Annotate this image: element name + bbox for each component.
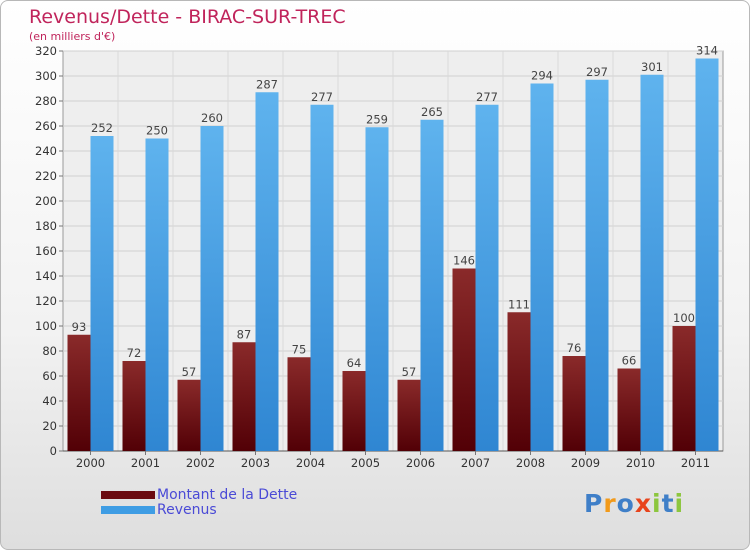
data-label-revenus: 301 — [641, 60, 663, 74]
x-tick-label: 2008 — [516, 456, 545, 470]
bar-dette — [177, 379, 201, 451]
y-tick-label: 200 — [35, 194, 57, 208]
bar-dette — [507, 312, 531, 451]
bar-dette — [562, 356, 586, 451]
bar-revenus — [310, 104, 334, 451]
data-label-dette: 87 — [237, 327, 252, 341]
x-tick-label: 2002 — [186, 456, 215, 470]
data-label-revenus: 259 — [366, 112, 388, 126]
y-tick-label: 100 — [35, 319, 57, 333]
y-tick-label: 160 — [35, 244, 57, 258]
bar-revenus — [365, 127, 389, 451]
y-tick-label: 280 — [35, 94, 57, 108]
bar-revenus — [530, 83, 554, 451]
data-label-revenus: 314 — [696, 44, 718, 58]
legend-label-revenus: Revenus — [157, 501, 217, 518]
data-label-revenus: 250 — [146, 124, 168, 138]
y-tick-label: 320 — [35, 44, 57, 58]
bar-revenus — [585, 79, 609, 451]
logo-letter: i — [674, 489, 685, 518]
x-tick-label: 2005 — [351, 456, 380, 470]
y-tick-label: 300 — [35, 69, 57, 83]
legend-item-revenus: Revenus — [101, 501, 297, 518]
x-tick-label: 2007 — [461, 456, 490, 470]
data-label-dette: 57 — [182, 365, 197, 379]
y-tick-label: 220 — [35, 169, 57, 183]
legend-item-dette: Montant de la Dette — [101, 486, 298, 503]
y-tick-label: 20 — [42, 419, 57, 433]
data-label-dette: 75 — [292, 342, 307, 356]
y-tick-label: 80 — [42, 344, 57, 358]
data-label-dette: 57 — [402, 365, 417, 379]
bar-dette — [617, 368, 641, 451]
legend: Montant de la Dette Revenus — [101, 486, 298, 518]
bar-dette — [287, 357, 311, 451]
data-label-revenus: 265 — [421, 105, 443, 119]
x-tick-label: 2000 — [76, 456, 105, 470]
logo-letter: t — [661, 489, 675, 518]
chart-subtitle: (en milliers d'€) — [29, 30, 116, 43]
y-tick-label: 140 — [35, 269, 57, 283]
x-tick-label: 2004 — [296, 456, 325, 470]
logo-letter: x — [634, 489, 652, 518]
bar-dette — [232, 342, 256, 451]
y-tick-label: 180 — [35, 219, 57, 233]
data-label-dette: 111 — [508, 297, 530, 311]
legend-swatch-dette — [101, 490, 155, 499]
bar-dette — [672, 326, 696, 451]
bar-dette — [67, 334, 91, 451]
x-tick-label: 2003 — [241, 456, 270, 470]
legend-label-dette: Montant de la Dette — [157, 486, 298, 503]
data-label-revenus: 297 — [586, 65, 608, 79]
chart-title: Revenus/Dette - BIRAC-SUR-TREC — [29, 6, 346, 28]
data-label-revenus: 277 — [476, 90, 498, 104]
bar-revenus — [200, 126, 224, 451]
x-tick-label: 2006 — [406, 456, 435, 470]
y-tick-label: 260 — [35, 119, 57, 133]
data-label-dette: 64 — [347, 356, 362, 370]
data-label-revenus: 260 — [201, 111, 223, 125]
bar-dette — [122, 361, 146, 451]
data-label-revenus: 294 — [531, 69, 553, 83]
y-tick-label: 120 — [35, 294, 57, 308]
bar-revenus — [695, 58, 719, 451]
proxiti-logo: Proxiti — [584, 489, 684, 518]
logo-letter: i — [652, 489, 662, 518]
logo-letter: o — [616, 489, 635, 518]
logo-letter: r — [603, 489, 617, 518]
data-label-dette: 93 — [72, 320, 87, 334]
bar-revenus — [90, 136, 114, 451]
data-label-dette: 72 — [127, 346, 142, 360]
y-tick-label: 40 — [42, 394, 57, 408]
bar-revenus — [255, 92, 279, 451]
bar-dette — [397, 379, 421, 451]
data-label-dette: 100 — [673, 311, 695, 325]
bar-revenus — [420, 119, 444, 451]
data-label-revenus: 252 — [91, 121, 113, 135]
data-label-revenus: 287 — [256, 77, 278, 91]
bar-dette — [342, 371, 366, 451]
x-tick-label: 2009 — [571, 456, 600, 470]
data-label-dette: 66 — [622, 354, 637, 368]
x-tick-label: 2010 — [626, 456, 655, 470]
x-tick-label: 2001 — [131, 456, 160, 470]
bar-revenus — [145, 138, 169, 451]
bar-dette — [452, 268, 476, 451]
y-tick-label: 0 — [50, 444, 57, 458]
x-tick-label: 2011 — [681, 456, 710, 470]
data-label-dette: 76 — [567, 341, 582, 355]
logo-letter: P — [584, 489, 604, 518]
bar-revenus — [640, 74, 664, 451]
bar-revenus — [475, 104, 499, 451]
data-label-revenus: 277 — [311, 90, 333, 104]
y-tick-label: 60 — [42, 369, 57, 383]
legend-swatch-revenus — [101, 505, 155, 514]
data-label-dette: 146 — [453, 254, 475, 268]
y-tick-label: 240 — [35, 144, 57, 158]
